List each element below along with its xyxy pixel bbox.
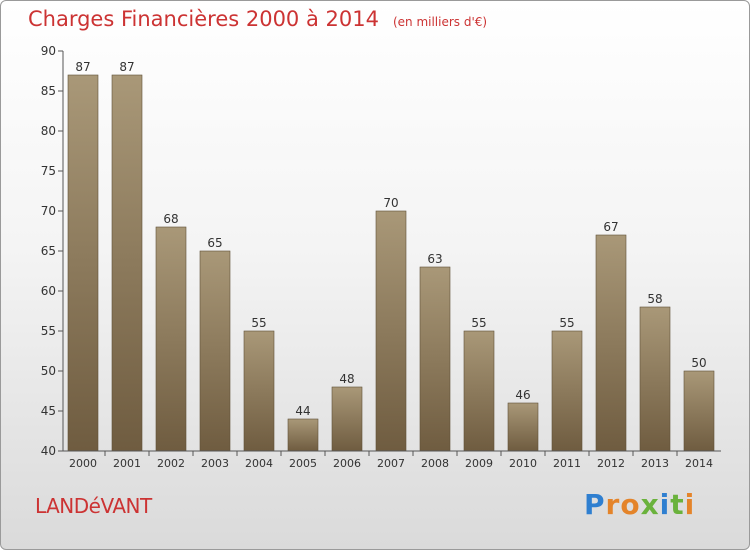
y-tick-label-60: 60 <box>41 284 56 298</box>
bar-2000 <box>67 74 99 452</box>
x-tick-label-2001: 2001 <box>113 457 141 470</box>
data-label-2010: 46 <box>515 388 530 402</box>
y-tick-label-55: 55 <box>41 324 56 338</box>
y-tick-label-70: 70 <box>41 204 56 218</box>
y-tick-label-40: 40 <box>41 444 56 458</box>
y-tick-label-90: 90 <box>41 44 56 58</box>
data-label-2001: 87 <box>119 60 134 74</box>
data-label-2005: 44 <box>295 404 310 418</box>
bar-2012 <box>595 234 627 452</box>
bar-2010 <box>507 402 539 452</box>
data-label-2003: 65 <box>207 236 222 250</box>
x-tick-label-2013: 2013 <box>641 457 669 470</box>
bar-2013 <box>639 306 671 452</box>
bar-2001 <box>111 74 143 452</box>
logo-letter: i <box>684 488 696 521</box>
logo-letter: i <box>659 488 671 521</box>
bar-2008 <box>419 266 451 452</box>
data-label-2007: 70 <box>383 196 398 210</box>
x-tick-label-2012: 2012 <box>597 457 625 470</box>
chart-unit: (en milliers d'€) <box>392 15 488 29</box>
x-tick-label-2014: 2014 <box>685 457 713 470</box>
y-tick-label-65: 65 <box>41 244 56 258</box>
y-tick-label-85: 85 <box>41 84 56 98</box>
bar-2006 <box>331 386 363 452</box>
data-label-2011: 55 <box>559 316 574 330</box>
bar-2009 <box>463 330 495 452</box>
logo-letter: o <box>620 488 641 521</box>
bar-2014 <box>683 370 715 452</box>
x-tick-label-2011: 2011 <box>553 457 581 470</box>
chart-title: Charges Financières 2000 à 2014 (en milli… <box>28 7 487 31</box>
data-label-2014: 50 <box>691 356 706 370</box>
y-tick-label-50: 50 <box>41 364 56 378</box>
data-label-2006: 48 <box>339 372 354 386</box>
x-tick-label-2000: 2000 <box>69 457 97 470</box>
x-tick-label-2006: 2006 <box>333 457 361 470</box>
logo-letter: r <box>605 488 621 521</box>
bar-2004 <box>243 330 275 452</box>
bar-2002 <box>155 226 187 452</box>
x-tick-label-2008: 2008 <box>421 457 449 470</box>
x-tick-label-2002: 2002 <box>157 457 185 470</box>
data-label-2008: 63 <box>427 252 442 266</box>
data-label-2004: 55 <box>251 316 266 330</box>
bar-2005 <box>287 418 319 452</box>
logo-letter: P <box>584 488 606 521</box>
data-label-2012: 67 <box>603 220 618 234</box>
data-label-2000: 87 <box>75 60 90 74</box>
chart-title-text: Charges Financières 2000 à 2014 <box>28 7 379 31</box>
bar-2011 <box>551 330 583 452</box>
data-label-2013: 58 <box>647 292 662 306</box>
x-tick-label-2009: 2009 <box>465 457 493 470</box>
proxiti-logo: Proxiti <box>584 488 695 521</box>
x-tick-label-2007: 2007 <box>377 457 405 470</box>
x-tick-label-2010: 2010 <box>509 457 537 470</box>
y-tick-label-45: 45 <box>41 404 56 418</box>
x-tick-label-2004: 2004 <box>245 457 273 470</box>
x-tick-label-2003: 2003 <box>201 457 229 470</box>
commune-name: LANDéVANT <box>35 494 152 518</box>
y-tick-label-80: 80 <box>41 124 56 138</box>
bar-2007 <box>375 210 407 452</box>
x-tick-label-2005: 2005 <box>289 457 317 470</box>
data-label-2002: 68 <box>163 212 178 226</box>
logo-letter: x <box>640 488 660 521</box>
logo-letter: t <box>670 488 685 521</box>
bar-2003 <box>199 250 231 452</box>
data-label-2009: 55 <box>471 316 486 330</box>
y-tick-label-75: 75 <box>41 164 56 178</box>
